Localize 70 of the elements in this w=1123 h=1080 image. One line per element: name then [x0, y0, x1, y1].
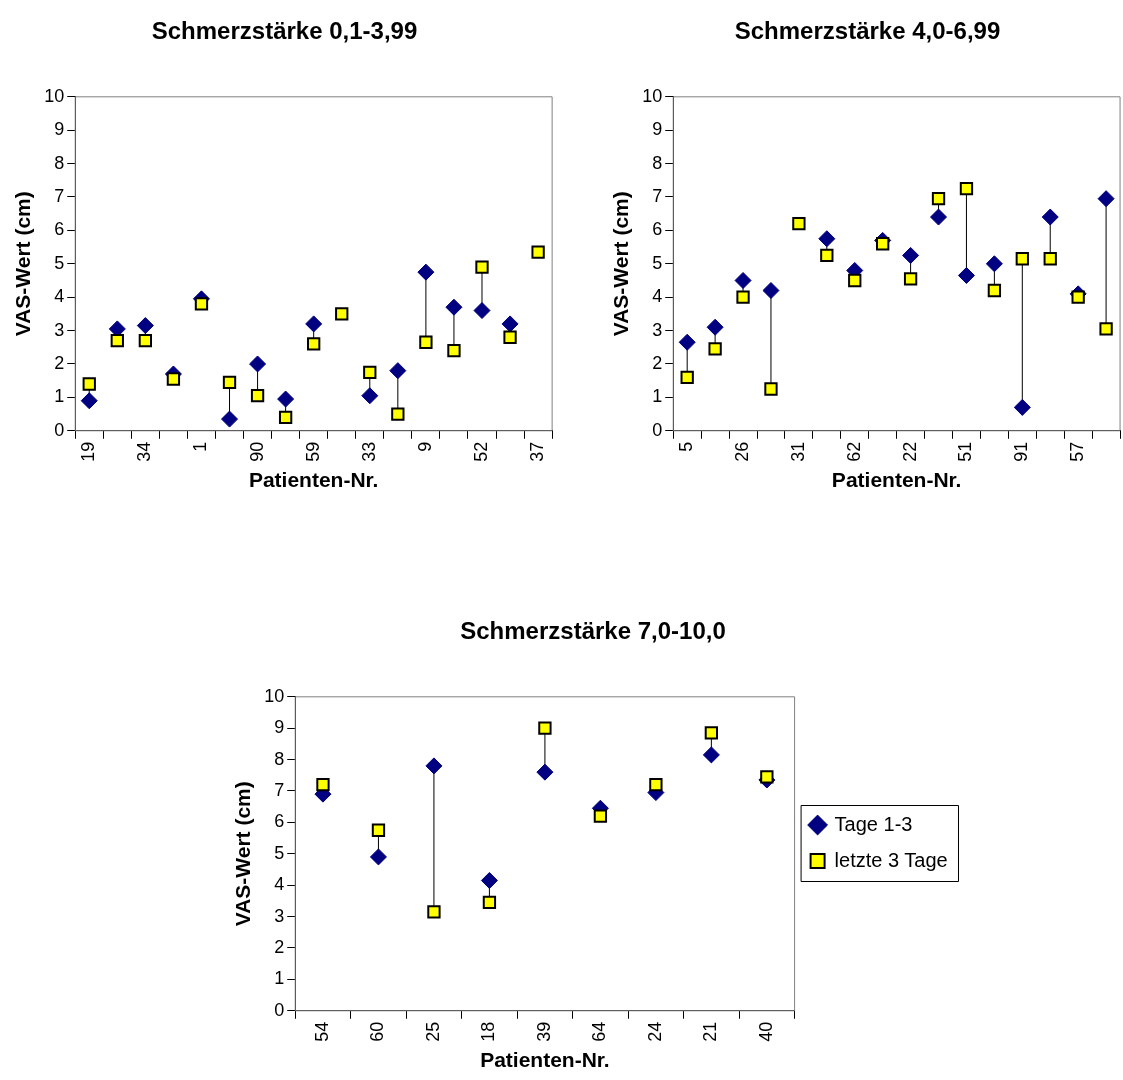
x-tick-label: 40 [755, 1021, 776, 1042]
y-tick-label: 9 [274, 717, 285, 738]
y-tick-label: 2 [274, 936, 285, 957]
x-tick-label: 33 [358, 441, 379, 462]
x-tick-label: 19 [78, 441, 99, 462]
y-tick-label: 5 [54, 252, 65, 273]
y-tick-label: 8 [54, 152, 65, 173]
y-tick-label: 8 [274, 748, 285, 769]
legend-label: letzte 3 Tage [834, 848, 948, 871]
y-axis-title: VAS-Wert (cm) [231, 781, 255, 927]
y-tick-label: 6 [274, 811, 285, 832]
x-tick-label: 26 [732, 441, 753, 462]
x-tick-label: 9 [414, 441, 435, 452]
legend-label: Tage 1-3 [834, 812, 913, 835]
x-tick-label: 39 [533, 1021, 554, 1042]
y-tick-label: 7 [54, 185, 65, 206]
y-tick-label: 5 [274, 842, 285, 863]
y-tick-label: 2 [54, 352, 65, 373]
y-tick-label: 10 [264, 685, 285, 706]
y-tick-label: 9 [652, 119, 663, 140]
y-tick-label: 3 [652, 319, 663, 340]
y-tick-label: 4 [274, 874, 285, 895]
x-tick-label: 59 [302, 441, 323, 462]
y-tick-label: 0 [652, 419, 663, 440]
y-tick-label: 0 [274, 999, 285, 1020]
x-tick-label: 91 [1011, 441, 1032, 462]
x-axis-title: Patienten-Nr. [831, 468, 962, 492]
y-tick-label: 3 [274, 905, 285, 926]
y-tick-label: 2 [652, 352, 663, 373]
x-tick-label: 54 [311, 1021, 332, 1042]
x-tick-label: 18 [478, 1021, 499, 1042]
y-tick-label: 10 [642, 85, 663, 106]
y-axis-title: VAS-Wert (cm) [11, 191, 35, 337]
x-tick-label: 57 [1067, 441, 1088, 462]
y-axis-title: VAS-Wert (cm) [609, 191, 633, 337]
x-tick-label: 24 [644, 1021, 665, 1042]
chart-title: Schmerzstärke 7,0-10,0 [460, 617, 726, 645]
y-tick-label: 6 [54, 219, 65, 240]
x-tick-label: 31 [787, 441, 808, 462]
x-tick-label: 1 [190, 441, 211, 452]
x-axis-title: Patienten-Nr. [480, 1048, 610, 1072]
y-tick-label: 9 [54, 119, 65, 140]
x-tick-label: 5 [676, 441, 697, 452]
x-tick-label: 22 [899, 441, 920, 462]
chart-title: Schmerzstärke 0,1-3,99 [151, 17, 418, 45]
y-tick-label: 1 [652, 386, 663, 407]
x-tick-label: 90 [246, 441, 267, 462]
x-tick-label: 64 [589, 1021, 610, 1042]
y-tick-label: 3 [54, 319, 65, 340]
y-tick-label: 0 [54, 419, 65, 440]
y-tick-label: 4 [652, 286, 663, 307]
y-tick-label: 7 [274, 779, 285, 800]
x-axis-title: Patienten-Nr. [248, 468, 379, 492]
x-tick-label: 25 [422, 1021, 443, 1042]
y-tick-label: 10 [44, 85, 65, 106]
y-tick-label: 1 [54, 386, 65, 407]
y-tick-label: 4 [54, 286, 65, 307]
x-tick-label: 37 [527, 441, 548, 462]
y-tick-label: 5 [652, 252, 663, 273]
chart-title: Schmerzstärke 4,0-6,99 [734, 17, 1001, 45]
y-tick-label: 6 [652, 219, 663, 240]
x-tick-label: 52 [470, 441, 491, 462]
x-tick-label: 62 [843, 441, 864, 462]
y-tick-label: 1 [274, 968, 285, 989]
y-tick-label: 7 [652, 185, 663, 206]
x-tick-label: 51 [955, 441, 976, 462]
y-tick-label: 8 [652, 152, 663, 173]
x-tick-label: 60 [367, 1021, 388, 1042]
x-tick-label: 21 [700, 1021, 721, 1042]
x-tick-label: 34 [134, 441, 155, 462]
